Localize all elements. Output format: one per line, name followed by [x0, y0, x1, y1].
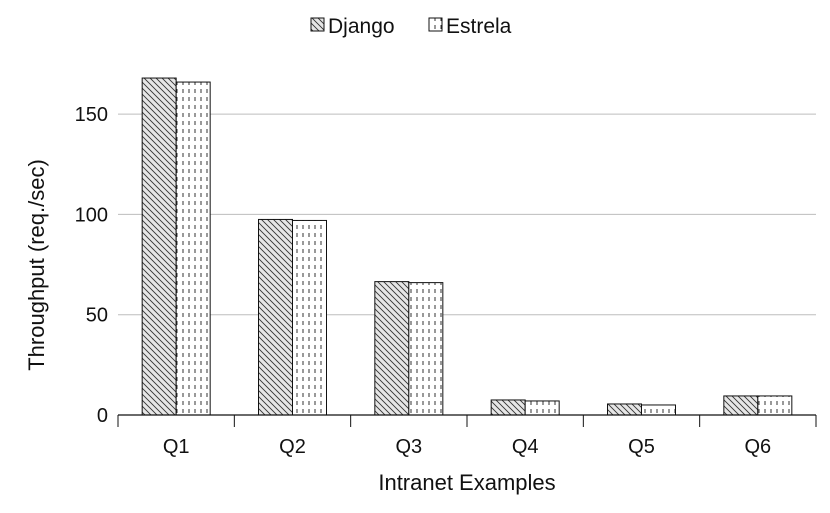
y-tick-label-150: 150: [75, 104, 108, 126]
x-tick-label-q4: Q4: [512, 436, 539, 458]
legend-item-django: Django: [310, 15, 395, 38]
bar-estrela-q6: [757, 395, 793, 416]
y-axis: 0 50 100 150: [75, 104, 108, 427]
x-tick-label-q6: Q6: [744, 436, 771, 458]
bar-estrela-q3: [408, 282, 444, 416]
bar-django-q4: [490, 399, 526, 416]
legend-item-estrela: Estrela: [428, 15, 512, 38]
bar-django-q5: [607, 403, 642, 416]
x-tick-label-q3: Q3: [395, 436, 422, 458]
gridlines: [118, 113, 816, 316]
x-tick-label-q5: Q5: [628, 436, 655, 458]
x-tick-label-q1: Q1: [163, 436, 190, 458]
bar-estrela-q5: [641, 404, 676, 416]
legend-label-estrela: Estrela: [446, 15, 512, 38]
y-axis-label: Throughput (req./sec): [24, 159, 49, 371]
bar-estrela-q4: [524, 400, 560, 416]
x-axis-label: Intranet Examples: [378, 470, 555, 495]
bar-django-q6: [723, 395, 759, 416]
y-tick-label-0: 0: [97, 405, 108, 427]
legend-swatch-estrela: [428, 17, 443, 32]
bar-django-q2: [258, 218, 293, 416]
bar-django-q3: [374, 281, 410, 416]
legend-swatch-django: [310, 17, 325, 32]
bar-estrela-q1: [175, 81, 211, 416]
x-axis: Q1 Q2 Q3 Q4 Q5 Q6: [117, 414, 817, 458]
bar-django-q1: [141, 77, 177, 416]
legend: Django Estrela: [310, 15, 512, 38]
bars: [141, 77, 793, 416]
bar-estrela-q2: [292, 219, 327, 416]
y-tick-label-100: 100: [75, 204, 108, 226]
y-tick-label-50: 50: [86, 305, 108, 327]
x-tick-label-q2: Q2: [279, 436, 306, 458]
legend-label-django: Django: [328, 15, 395, 38]
